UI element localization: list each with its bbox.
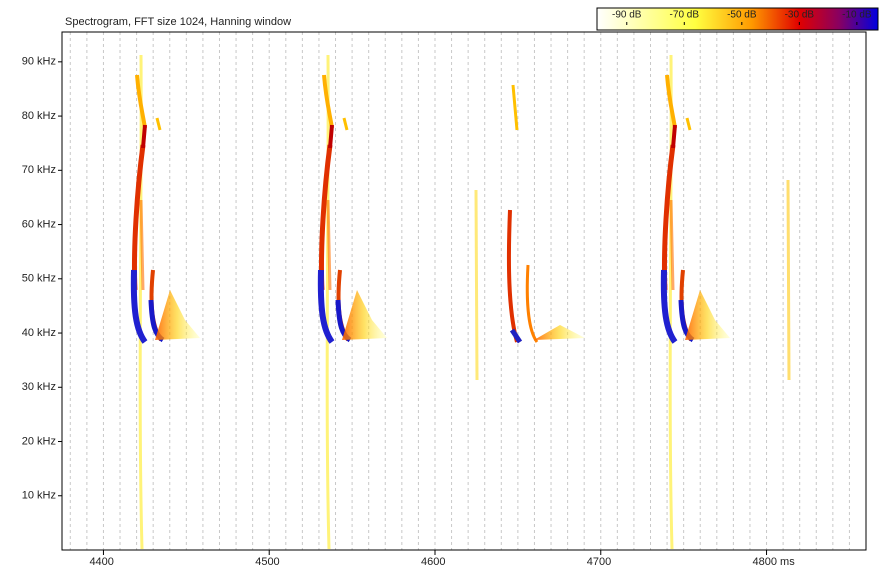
x-tick-label: 4400 xyxy=(89,556,113,566)
plot-frame xyxy=(61,31,867,551)
y-tick-label: 70 kHz xyxy=(22,164,56,176)
chart-title: Spectrogram, FFT size 1024, Hanning wind… xyxy=(65,16,291,28)
x-tick-label: 4500 xyxy=(255,556,279,566)
y-tick-label: 80 kHz xyxy=(22,110,56,122)
colorbar-label: -70 dB xyxy=(670,10,700,21)
y-tick-label: 20 kHz xyxy=(22,435,56,447)
colorbar-label: -50 dB xyxy=(727,10,757,21)
y-tick-label: 50 kHz xyxy=(22,273,56,285)
colorbar-label: -90 dB xyxy=(612,10,642,21)
y-tick-label: 90 kHz xyxy=(22,56,56,68)
x-tick-label: 4600 xyxy=(421,556,445,566)
y-tick-label: 10 kHz xyxy=(22,490,56,502)
y-tick-label: 60 kHz xyxy=(22,218,56,230)
y-tick-label: 40 kHz xyxy=(22,327,56,339)
spectrogram-energy xyxy=(134,55,791,549)
colorbar-label: -30 dB xyxy=(785,10,815,21)
colorbar xyxy=(596,7,879,31)
axes: 4400 4500 4600 4700 4800 ms 10 kHz 20 kHz 30 kH… xyxy=(22,10,872,566)
x-tick-label: 4700 xyxy=(587,556,611,566)
colorbar-label: -10 dB xyxy=(842,10,872,21)
y-tick-label: 30 kHz xyxy=(22,381,56,393)
x-tick-label: 4800 ms xyxy=(753,556,796,566)
